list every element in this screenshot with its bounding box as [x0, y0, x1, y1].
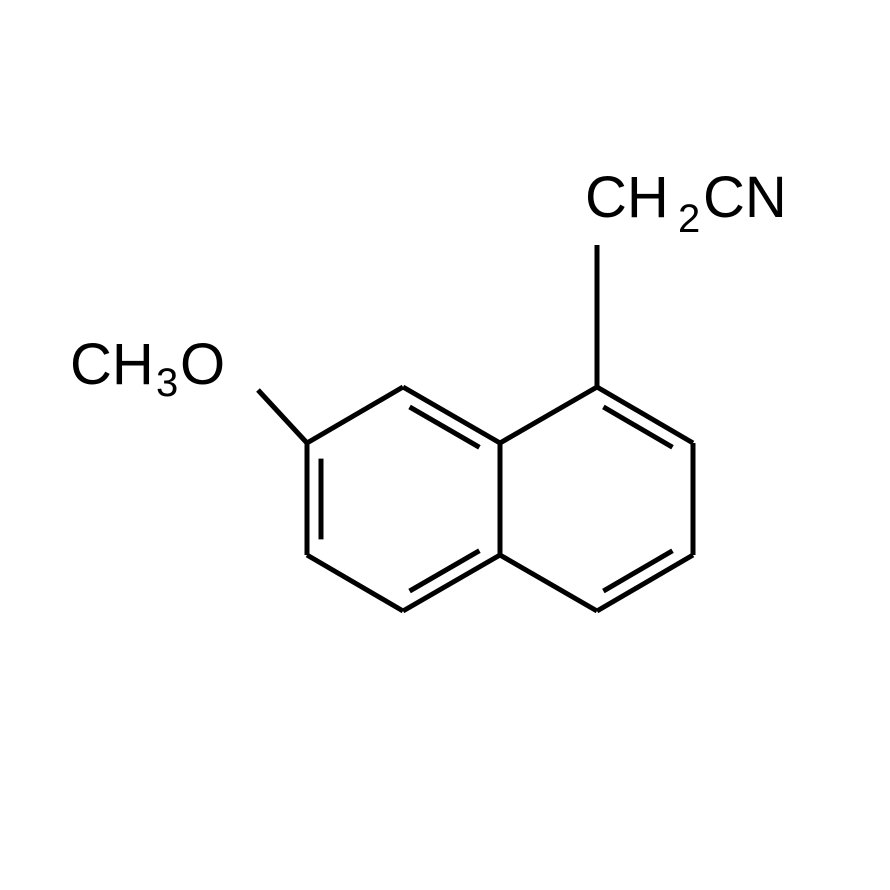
- svg-text:O: O: [180, 332, 225, 397]
- molecule-svg: CH3OCH2CN: [0, 0, 890, 890]
- svg-text:CH: CH: [70, 332, 154, 397]
- svg-text:CN: CN: [703, 165, 787, 230]
- svg-text:3: 3: [156, 361, 178, 405]
- svg-text:2: 2: [678, 197, 700, 241]
- svg-text:CH: CH: [585, 165, 669, 230]
- molecule-canvas: CH3OCH2CN: [0, 0, 890, 890]
